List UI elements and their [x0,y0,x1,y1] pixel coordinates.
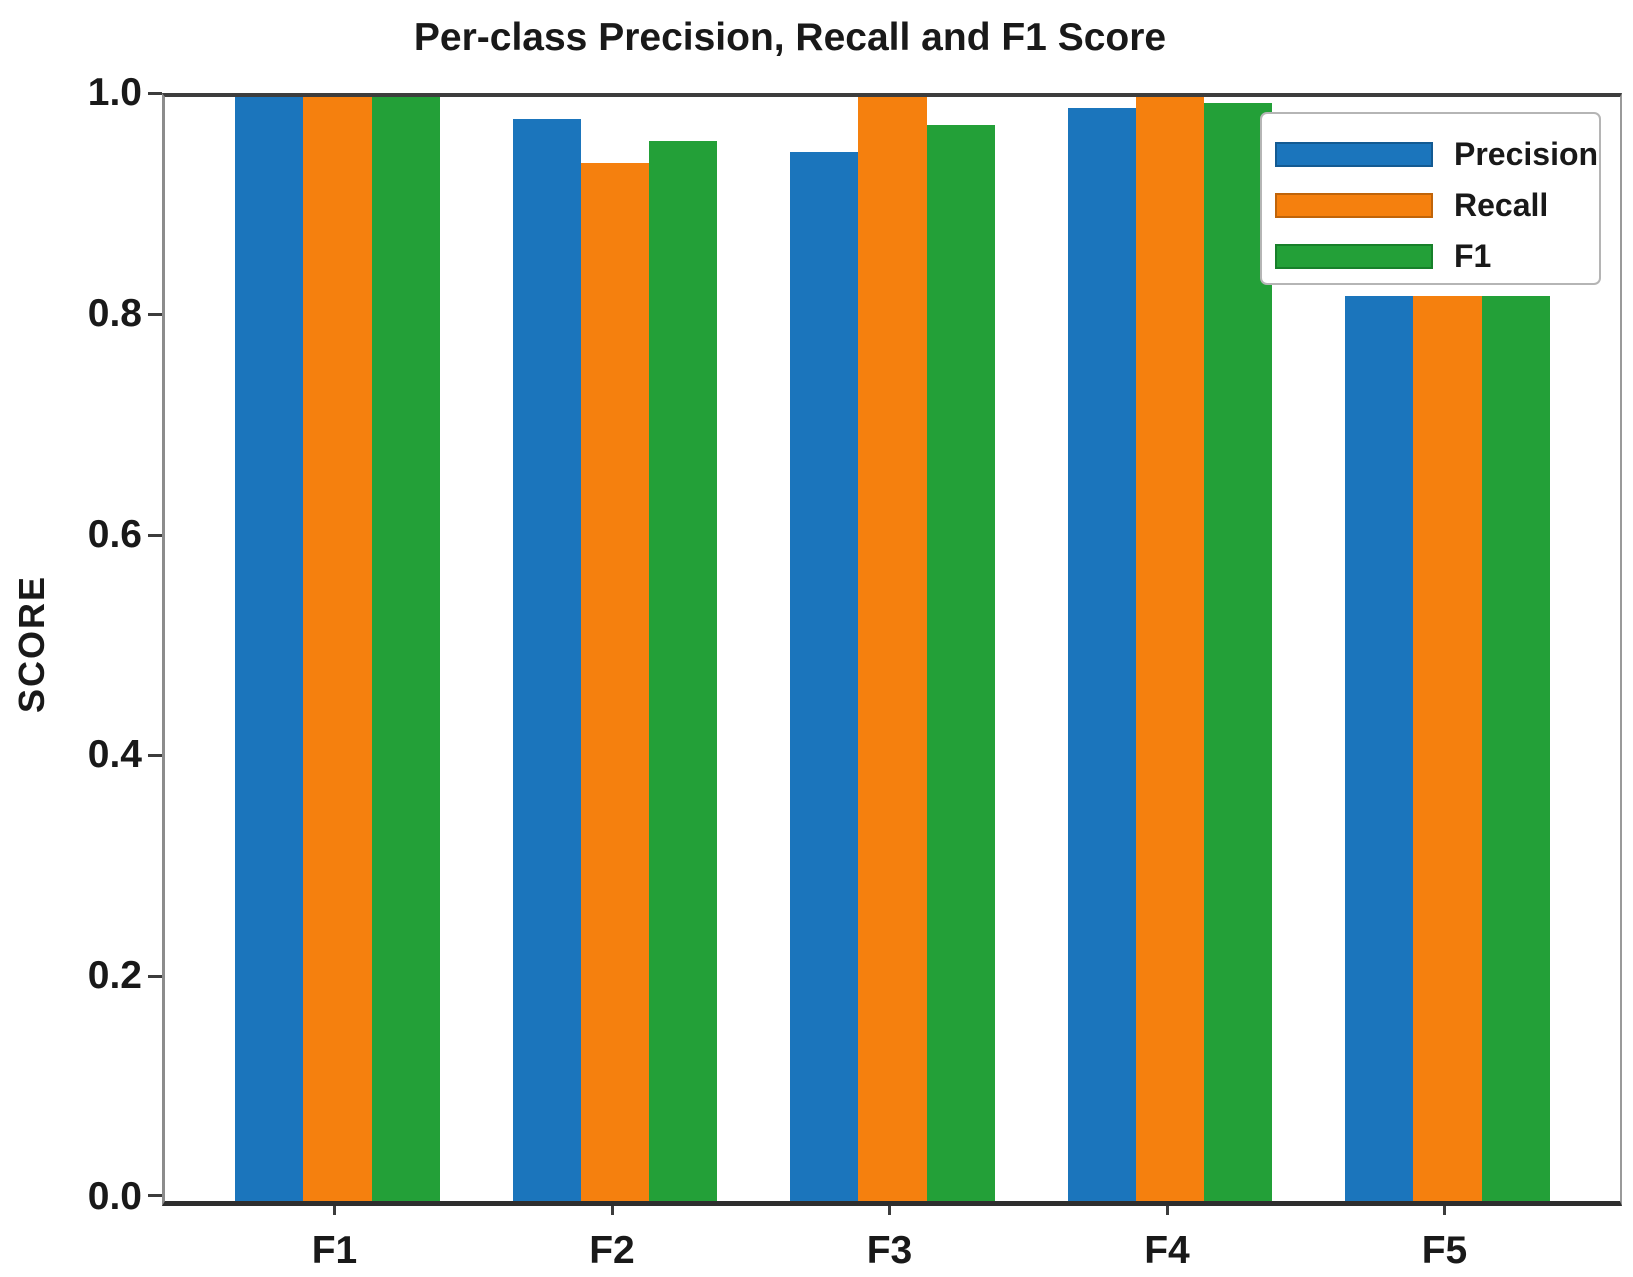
bar-f3-f1 [926,124,995,1201]
legend-label-precision: Precision [1454,136,1599,172]
bar-f2-precision [512,119,581,1201]
bar-group-f4 [1067,97,1273,1201]
bar-f4-precision [1067,108,1136,1201]
y-tick-mark-0-4 [148,754,162,758]
x-tick-mark-f2 [610,1202,614,1215]
bar-f3-recall [858,97,927,1201]
bar-group-f3 [790,97,995,1201]
bar-f5-f1 [1481,295,1550,1201]
x-tick-label-f5: F5 [1421,1229,1468,1272]
y-tick-mark-0-8 [148,312,162,316]
bars-layer [165,97,1620,1201]
bar-group-f5 [1345,97,1550,1201]
bar-f1-precision [235,97,304,1201]
bar-f5-precision [1345,295,1414,1201]
x-tick-label-f4: F4 [1144,1229,1190,1272]
plot-area: Precision Recall F1 [162,93,1622,1206]
bar-f5-recall [1413,295,1482,1201]
y-tick-label-0-0: 0.0 [87,1175,142,1218]
bar-group-f1 [235,97,440,1201]
y-tick-mark-0-2 [148,975,162,979]
x-tick-mark-f4 [1165,1202,1169,1215]
legend-entry-f1: F1 [1275,240,1599,272]
y-axis-label: SCORE [11,574,52,714]
x-tick-label-f3: F3 [866,1229,913,1272]
x-tick-mark-f1 [333,1202,336,1215]
bar-f4-f1 [1204,102,1273,1201]
y-tick-label-0-2: 0.2 [87,954,142,998]
bar-f1-f1 [371,97,440,1201]
y-tick-mark-0-0 [148,1194,162,1197]
y-tick-label-0-8: 0.8 [87,291,142,335]
legend-label-f1: F1 [1454,238,1492,274]
legend-swatch-recall [1275,192,1433,218]
chart-title: Per-class Precision, Recall and F1 Score [413,16,1167,59]
bar-group-f2 [512,97,718,1201]
bar-f1-recall [303,97,372,1201]
y-tick-label-0-6: 0.6 [87,512,142,556]
y-tick-mark-0-6 [148,533,162,537]
bar-f2-f1 [649,141,718,1201]
x-tick-label-f1: F1 [311,1229,358,1272]
legend-entry-precision: Precision [1275,138,1599,170]
x-tick-mark-f3 [888,1202,891,1215]
legend-swatch-precision [1275,141,1433,167]
bar-f2-recall [580,163,650,1201]
x-tick-mark-f5 [1443,1202,1446,1215]
y-tick-label-0-4: 0.4 [87,733,142,777]
legend-swatch-f1 [1275,243,1433,269]
legend-label-recall: Recall [1454,187,1549,223]
bar-f3-precision [790,152,859,1201]
bar-f4-recall [1135,97,1205,1201]
legend-entry-recall: Recall [1275,189,1599,221]
x-tick-label-f2: F2 [589,1229,635,1272]
y-tick-mark-1-0 [148,92,162,95]
y-tick-label-1-0: 1.0 [87,71,142,114]
legend: Precision Recall F1 [1260,112,1601,285]
